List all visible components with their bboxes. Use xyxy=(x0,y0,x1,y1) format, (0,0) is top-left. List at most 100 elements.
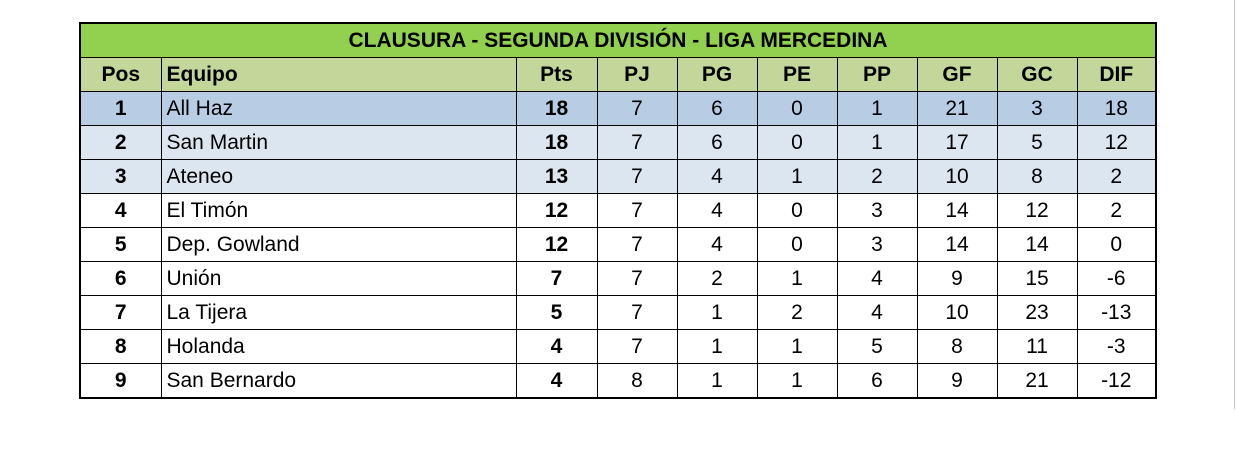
table-row: 2 San Martin 18 7 6 0 1 17 5 12 xyxy=(79,125,1157,160)
cell-pj: 7 xyxy=(596,261,678,296)
title-row: CLAUSURA - SEGUNDA DIVISIÓN - LIGA MERCE… xyxy=(79,22,1157,58)
standings-table: CLAUSURA - SEGUNDA DIVISIÓN - LIGA MERCE… xyxy=(79,22,1157,399)
cell-pj: 7 xyxy=(596,295,678,330)
cell-team: La Tijera xyxy=(160,295,517,330)
cell-pts: 18 xyxy=(515,125,598,160)
cell-gf: 9 xyxy=(916,261,998,296)
cell-team: San Bernardo xyxy=(160,363,517,399)
cell-pos: 6 xyxy=(79,261,162,296)
cell-pts: 7 xyxy=(515,261,598,296)
table-row: 7 La Tijera 5 7 1 2 4 10 23 -13 xyxy=(79,295,1157,330)
cell-gc: 5 xyxy=(996,125,1078,160)
cell-pe: 0 xyxy=(756,193,838,228)
cell-pts: 4 xyxy=(515,363,598,399)
cell-dif: 2 xyxy=(1076,193,1157,228)
cell-pos: 8 xyxy=(79,329,162,364)
cell-gf: 17 xyxy=(916,125,998,160)
cell-team: Unión xyxy=(160,261,517,296)
cell-team: All Haz xyxy=(160,91,517,126)
table-row: 3 Ateneo 13 7 4 1 2 10 8 2 xyxy=(79,159,1157,194)
cell-gf: 8 xyxy=(916,329,998,364)
cell-pg: 4 xyxy=(676,193,758,228)
cell-dif: 0 xyxy=(1076,227,1157,262)
header-row: Pos Equipo Pts PJ PG PE PP GF GC DIF xyxy=(79,57,1157,92)
cell-dif: -13 xyxy=(1076,295,1157,330)
cell-pos: 5 xyxy=(79,227,162,262)
cell-gf: 21 xyxy=(916,91,998,126)
cell-pe: 0 xyxy=(756,125,838,160)
cell-pos: 3 xyxy=(79,159,162,194)
cell-pe: 0 xyxy=(756,227,838,262)
cell-pj: 7 xyxy=(596,329,678,364)
cell-team: Dep. Gowland xyxy=(160,227,517,262)
cell-gc: 11 xyxy=(996,329,1078,364)
cell-pp: 4 xyxy=(836,295,918,330)
column-header-pe: PE xyxy=(756,57,838,92)
cell-gf: 14 xyxy=(916,193,998,228)
cell-gc: 14 xyxy=(996,227,1078,262)
cell-pg: 1 xyxy=(676,295,758,330)
table-title: CLAUSURA - SEGUNDA DIVISIÓN - LIGA MERCE… xyxy=(79,22,1157,58)
column-header-pp: PP xyxy=(836,57,918,92)
table-row: 1 All Haz 18 7 6 0 1 21 3 18 xyxy=(79,91,1157,126)
table-row: 5 Dep. Gowland 12 7 4 0 3 14 14 0 xyxy=(79,227,1157,262)
cell-dif: 12 xyxy=(1076,125,1157,160)
cell-dif: -12 xyxy=(1076,363,1157,399)
column-header-team: Equipo xyxy=(160,57,517,92)
cell-pp: 6 xyxy=(836,363,918,399)
cell-pp: 1 xyxy=(836,125,918,160)
cell-pe: 2 xyxy=(756,295,838,330)
cell-pj: 7 xyxy=(596,125,678,160)
cell-pp: 1 xyxy=(836,91,918,126)
cell-pj: 7 xyxy=(596,193,678,228)
cell-pe: 1 xyxy=(756,329,838,364)
cell-pe: 1 xyxy=(756,159,838,194)
cell-pts: 12 xyxy=(515,227,598,262)
cell-pp: 5 xyxy=(836,329,918,364)
table-row: 9 San Bernardo 4 8 1 1 6 9 21 -12 xyxy=(79,363,1157,399)
cell-gf: 9 xyxy=(916,363,998,399)
column-header-pg: PG xyxy=(676,57,758,92)
cell-dif: -3 xyxy=(1076,329,1157,364)
cell-pe: 1 xyxy=(756,261,838,296)
cell-dif: -6 xyxy=(1076,261,1157,296)
cell-gc: 3 xyxy=(996,91,1078,126)
column-header-pos: Pos xyxy=(79,57,162,92)
cell-pe: 0 xyxy=(756,91,838,126)
cell-gf: 10 xyxy=(916,159,998,194)
cell-pos: 7 xyxy=(79,295,162,330)
cell-pos: 4 xyxy=(79,193,162,228)
cell-pg: 1 xyxy=(676,363,758,399)
cell-pg: 4 xyxy=(676,227,758,262)
table-row: 4 El Timón 12 7 4 0 3 14 12 2 xyxy=(79,193,1157,228)
cell-pp: 3 xyxy=(836,227,918,262)
cell-gc: 12 xyxy=(996,193,1078,228)
column-header-pts: Pts xyxy=(515,57,598,92)
cell-pp: 3 xyxy=(836,193,918,228)
column-header-dif: DIF xyxy=(1076,57,1157,92)
cell-pg: 6 xyxy=(676,125,758,160)
cell-pj: 7 xyxy=(596,159,678,194)
table-row: 8 Holanda 4 7 1 1 5 8 11 -3 xyxy=(79,329,1157,364)
cell-team: El Timón xyxy=(160,193,517,228)
cell-dif: 18 xyxy=(1076,91,1157,126)
table-row: 6 Unión 7 7 2 1 4 9 15 -6 xyxy=(79,261,1157,296)
column-header-pj: PJ xyxy=(596,57,678,92)
cell-pts: 4 xyxy=(515,329,598,364)
cell-team: Holanda xyxy=(160,329,517,364)
cell-pos: 2 xyxy=(79,125,162,160)
cell-pj: 7 xyxy=(596,91,678,126)
cell-pg: 1 xyxy=(676,329,758,364)
cell-pp: 2 xyxy=(836,159,918,194)
cell-pe: 1 xyxy=(756,363,838,399)
cell-team: San Martin xyxy=(160,125,517,160)
cell-pts: 13 xyxy=(515,159,598,194)
cell-pos: 1 xyxy=(79,91,162,126)
cell-gc: 8 xyxy=(996,159,1078,194)
cell-gf: 14 xyxy=(916,227,998,262)
cell-pj: 7 xyxy=(596,227,678,262)
cell-pts: 12 xyxy=(515,193,598,228)
cell-dif: 2 xyxy=(1076,159,1157,194)
cell-pts: 18 xyxy=(515,91,598,126)
cell-team: Ateneo xyxy=(160,159,517,194)
